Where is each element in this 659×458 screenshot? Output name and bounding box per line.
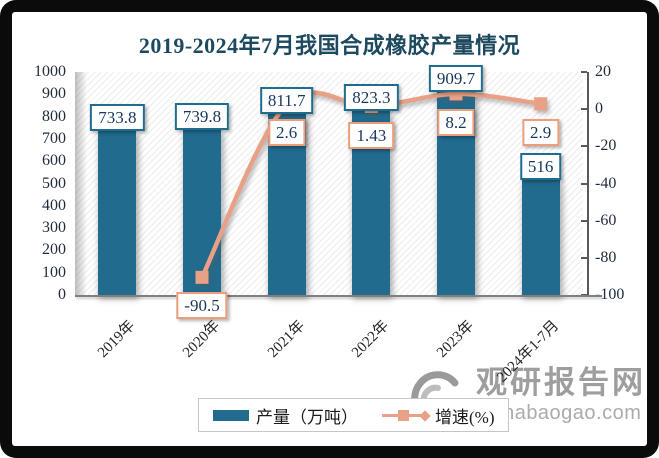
production-value-label: 733.8	[90, 104, 145, 132]
left-axis-tick: 900	[42, 85, 66, 103]
growth-value-label: 2.9	[522, 118, 560, 146]
left-axis-tick: 500	[42, 174, 66, 192]
legend-item-production: 产量（万吨）	[213, 403, 358, 428]
bar-swatch-icon	[213, 409, 249, 421]
production-value-label: 811.7	[259, 86, 314, 114]
chart-area: 1000 900 800 700 600 500 400 300 200 100 0 20 0 -20-…	[12, 12, 647, 446]
production-value-label: 909.7	[428, 65, 484, 93]
legend-label-production: 产量（万吨）	[256, 407, 358, 427]
left-axis-tick: 200	[42, 241, 66, 259]
left-axis-tick: 700	[42, 129, 66, 147]
left-axis-tick: 300	[42, 219, 66, 237]
growth-value-label: 8.2	[437, 108, 475, 136]
production-bar	[98, 131, 137, 295]
chart-canvas: 2019-2024年7月我国合成橡胶产量情况 1000 900 800 700 600 5…	[12, 12, 647, 446]
right-axis-tick-mark	[581, 71, 587, 73]
growth-marker	[195, 270, 209, 284]
right-axis-tick: -80	[595, 248, 617, 266]
growth-line-path	[199, 90, 543, 280]
left-axis-tick: 600	[42, 152, 66, 170]
right-axis-tick: -40	[595, 174, 617, 192]
right-axis-tick: -60	[595, 211, 617, 229]
growth-marker	[534, 97, 548, 111]
right-axis-tick: 0	[595, 100, 603, 118]
production-bar	[521, 179, 560, 295]
right-axis-tick: -100	[595, 286, 625, 303]
growth-value-label: 1.43	[348, 121, 395, 149]
legend-item-growth: 增速(%)	[382, 403, 494, 428]
left-axis-tick: 1000	[34, 63, 66, 80]
right-axis-tick: 20	[595, 63, 611, 80]
left-axis-tick: 0	[58, 286, 66, 303]
right-axis-tick-mark	[581, 182, 587, 185]
right-axis-tick: -20	[595, 137, 617, 155]
legend: 产量（万吨） 增速(%)	[198, 398, 510, 432]
watermark-domain: chinabaogao.com	[476, 402, 642, 424]
line-swatch-icon	[382, 409, 431, 422]
legend-label-growth: 增速(%)	[435, 407, 495, 427]
left-axis-tick: 800	[42, 107, 66, 125]
production-value-label: 739.8	[174, 103, 230, 131]
chart-title: 2019-2024年7月我国合成橡胶产量情况	[138, 33, 521, 58]
right-axis-tick-mark	[581, 108, 587, 111]
production-value-label: 516	[519, 152, 562, 180]
left-axis-tick: 400	[42, 196, 66, 214]
right-axis-tick-mark	[581, 219, 587, 222]
production-bar	[183, 130, 221, 295]
left-axis-tick: 100	[42, 263, 66, 281]
production-value-label: 823.3	[344, 84, 399, 112]
watermark-name: 观研报告网	[476, 365, 646, 400]
growth-value-label: 2.6	[268, 119, 306, 147]
x-axis-line	[75, 295, 602, 297]
right-axis-tick-mark	[581, 145, 587, 148]
growth-value-label: -90.5	[176, 292, 228, 320]
right-axis-tick-mark	[581, 256, 587, 259]
right-axis-line	[587, 72, 589, 296]
growth-line	[195, 87, 548, 284]
